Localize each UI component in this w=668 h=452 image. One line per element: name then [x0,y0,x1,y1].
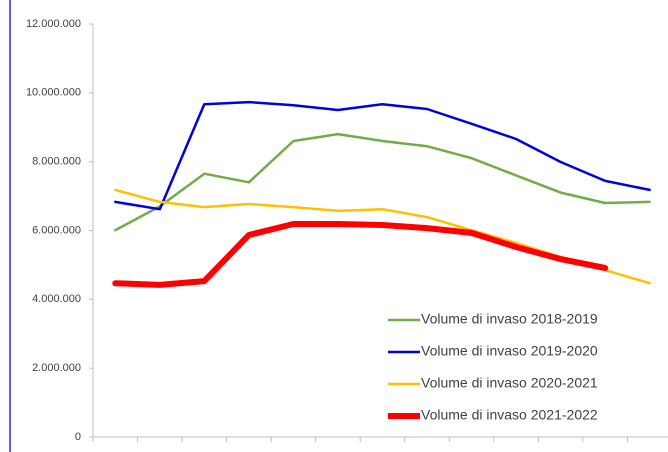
legend-label: Volume di invaso 2021-2022 [421,407,598,423]
legend-label: Volume di invaso 2018-2019 [421,311,598,327]
series-line [114,132,651,232]
y-tick-label: 12.000.000 [26,18,81,30]
y-tick-label: 0 [75,431,81,443]
series-line [114,100,651,211]
series-line [112,221,609,288]
y-tick-label: 4.000.000 [32,293,81,305]
legend-label: Volume di invaso 2020-2021 [421,375,598,391]
y-tick-label: 8.000.000 [32,156,81,168]
legend-label: Volume di invaso 2019-2020 [421,343,598,359]
y-tick-label: 6.000.000 [32,224,81,236]
y-tick-label: 2.000.000 [32,362,81,374]
y-tick-label: 10.000.000 [26,87,81,99]
